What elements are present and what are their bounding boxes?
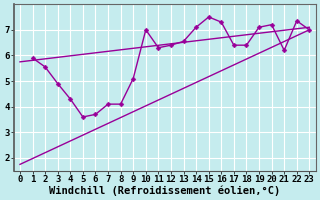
X-axis label: Windchill (Refroidissement éolien,°C): Windchill (Refroidissement éolien,°C) [49, 185, 280, 196]
